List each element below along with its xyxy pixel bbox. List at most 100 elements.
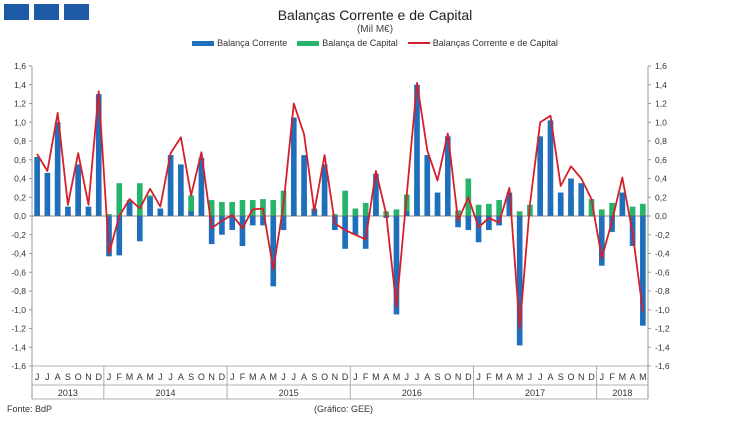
bar-current — [65, 206, 71, 216]
bar-current — [516, 216, 523, 346]
bar-capital — [342, 190, 348, 216]
month-label: S — [188, 372, 194, 382]
month-label: J — [353, 372, 358, 382]
month-label: M — [270, 372, 278, 382]
bar-current — [619, 192, 626, 216]
bar-capital — [362, 202, 369, 216]
bar-current — [486, 216, 492, 231]
month-label: N — [332, 372, 339, 382]
bar-capital — [332, 214, 338, 216]
month-label: A — [178, 372, 184, 382]
month-label: D — [219, 372, 226, 382]
bar-current — [537, 136, 544, 216]
month-label: J — [281, 372, 286, 382]
month-label: D — [342, 372, 349, 382]
month-label: O — [75, 372, 82, 382]
legend-label-current: Balança Corrente — [217, 38, 288, 48]
y-tick-label-left: -0,6 — [11, 267, 26, 277]
y-tick-label-left: -1,2 — [11, 324, 26, 334]
bar-current — [290, 117, 297, 216]
month-label: S — [435, 372, 441, 382]
month-label: A — [630, 372, 636, 382]
chart-title: Balanças Corrente e de Capital — [277, 7, 473, 23]
bar-capital — [188, 195, 194, 216]
chart-legend: Balança Corrente Balança de Capital Bala… — [0, 38, 750, 48]
bar-current — [239, 216, 246, 246]
month-label: M — [372, 372, 380, 382]
y-tick-label-right: 1,6 — [655, 61, 667, 71]
bar-current — [547, 120, 554, 216]
month-label: O — [198, 372, 205, 382]
bar-current — [321, 164, 328, 216]
bar-current — [54, 122, 61, 216]
year-label: 2013 — [58, 388, 78, 398]
bar-capital — [208, 200, 215, 216]
month-label: A — [383, 372, 389, 382]
bar-capital — [475, 204, 482, 216]
bar-current — [414, 84, 420, 216]
month-label: J — [292, 372, 297, 382]
legend-swatch-current — [192, 40, 215, 46]
year-label: 2018 — [612, 388, 632, 398]
y-tick-label-left: -1,4 — [11, 342, 26, 352]
bar-capital — [352, 208, 359, 216]
y-tick-label-left: -1,0 — [11, 305, 26, 315]
bar-current — [34, 156, 40, 216]
bar-current — [403, 211, 410, 216]
bar-current — [393, 216, 400, 315]
bar-current — [598, 216, 605, 266]
y-tick-label-left: 1,0 — [14, 117, 26, 127]
bar-current — [147, 197, 153, 216]
month-label: J — [158, 372, 163, 382]
bar-capital — [106, 214, 112, 216]
legend-swatch-capital — [297, 40, 320, 46]
month-label: J — [404, 372, 409, 382]
month-label: J — [168, 372, 173, 382]
year-label: 2017 — [525, 388, 545, 398]
bar-capital — [239, 200, 246, 216]
bar-current — [157, 208, 164, 216]
month-label: O — [444, 372, 451, 382]
bar-current — [106, 216, 112, 257]
month-label: M — [126, 372, 134, 382]
y-tick-label-right: 1,4 — [655, 80, 667, 90]
bar-capital — [629, 206, 636, 216]
month-label: J — [476, 372, 481, 382]
month-label: A — [424, 372, 430, 382]
y-tick-label-right: 0,2 — [655, 192, 667, 202]
bar-current — [260, 216, 266, 226]
bar-current — [640, 216, 646, 326]
bar-capital — [403, 194, 410, 216]
y-tick-label-right: -1,6 — [655, 361, 670, 371]
y-tick-label-left: 0,2 — [14, 192, 26, 202]
month-label: A — [260, 372, 266, 382]
y-tick-label-left: 1,4 — [14, 80, 26, 90]
bar-current — [444, 136, 451, 216]
y-tick-label-left: 0,6 — [14, 155, 26, 165]
month-label: N — [85, 372, 92, 382]
legend-item-total: Balanças Corrente e de Capital — [407, 38, 558, 48]
month-label: N — [455, 372, 462, 382]
month-label: F — [363, 372, 369, 382]
y-tick-label-right: -0,4 — [655, 249, 670, 259]
footer-note: (Gráfico: GEE) — [314, 404, 374, 414]
y-tick-label-left: 0,0 — [14, 211, 26, 221]
month-label: J — [35, 372, 40, 382]
bar-capital — [270, 200, 277, 216]
month-label: A — [506, 372, 512, 382]
month-label: M — [146, 372, 154, 382]
bar-current — [362, 216, 369, 249]
bar-capital — [640, 203, 646, 216]
year-label: 2015 — [279, 388, 299, 398]
bar-current — [249, 216, 256, 226]
bar-current — [311, 208, 318, 216]
month-label: A — [301, 372, 307, 382]
legend-label-capital: Balança de Capital — [322, 38, 398, 48]
bar-capital — [609, 202, 615, 216]
bar-current — [126, 201, 133, 216]
month-label: F — [486, 372, 492, 382]
bar-capital — [588, 199, 595, 216]
logo-block — [4, 4, 29, 20]
month-label: A — [137, 372, 143, 382]
bar-current — [167, 155, 174, 216]
